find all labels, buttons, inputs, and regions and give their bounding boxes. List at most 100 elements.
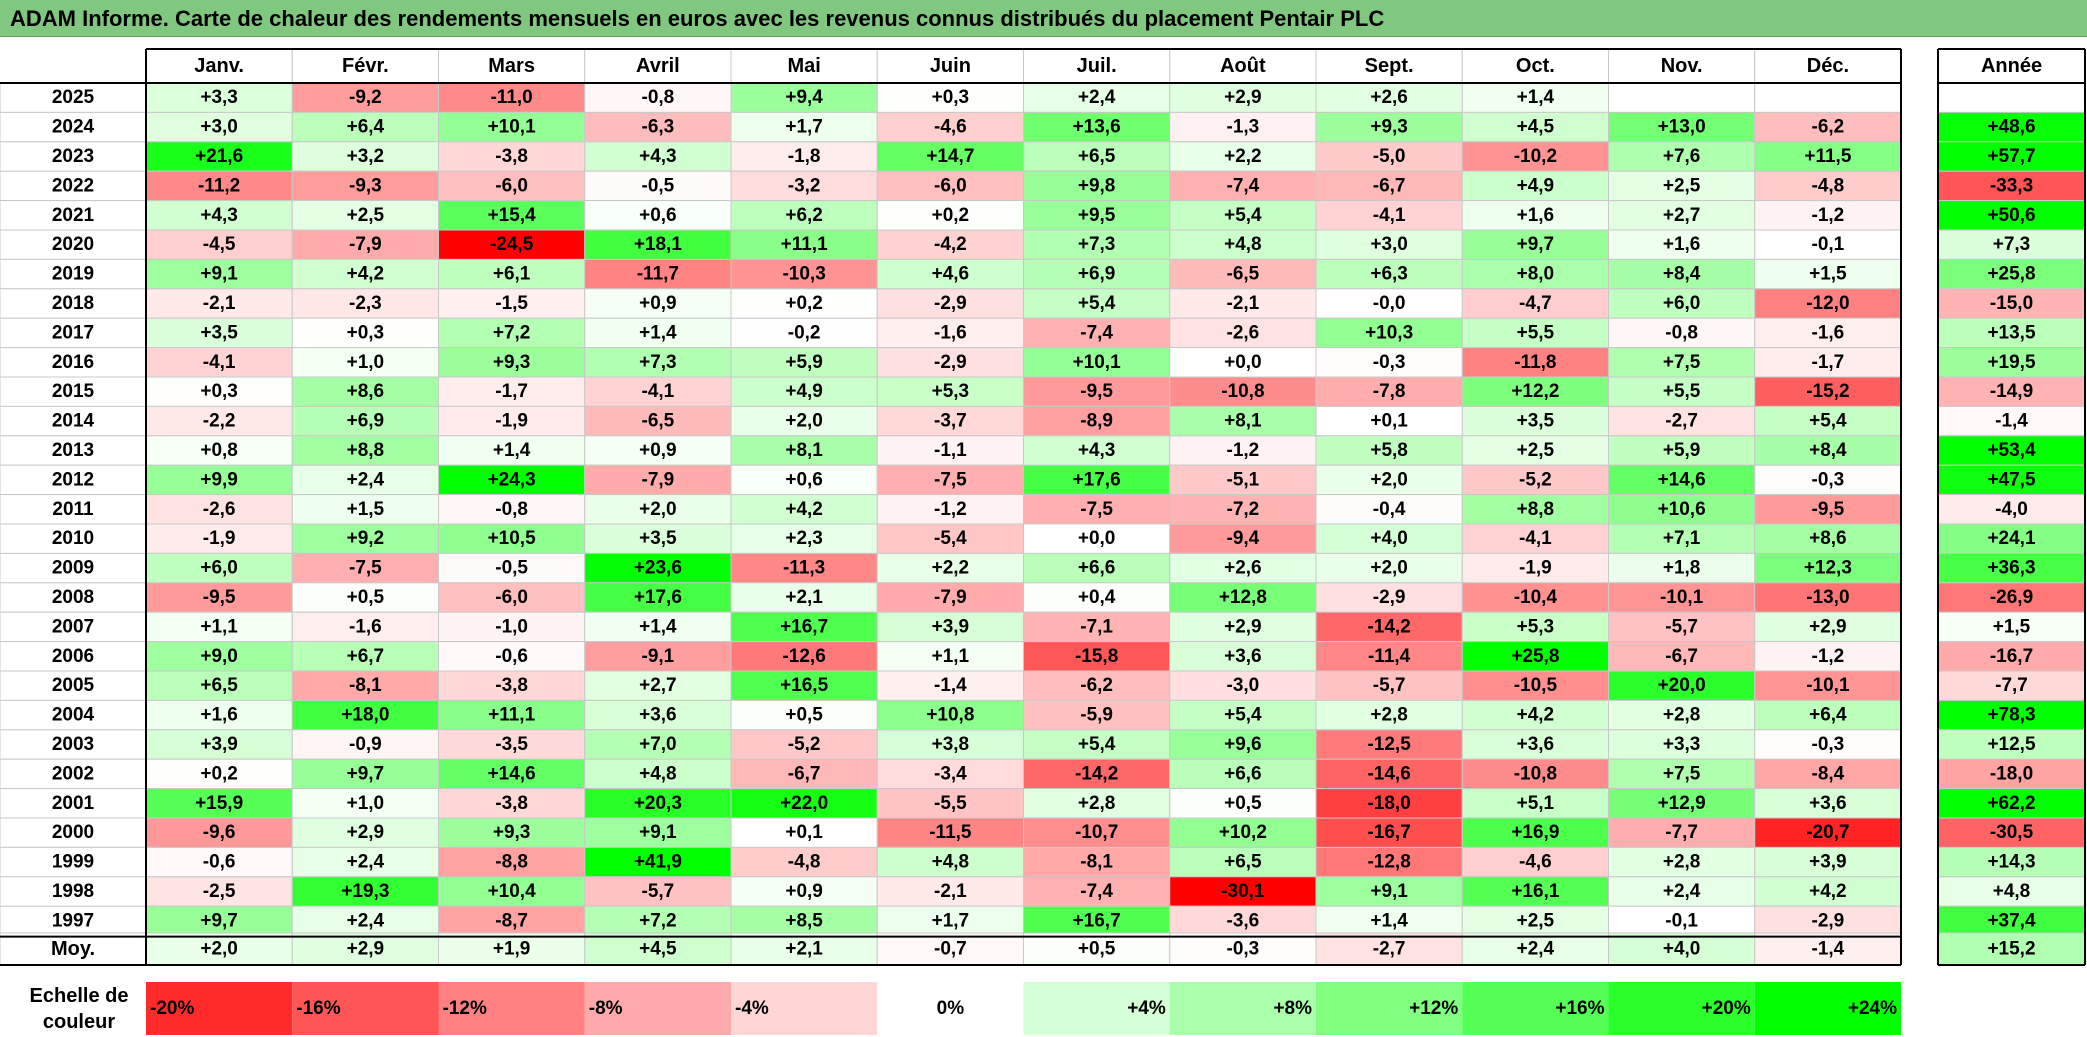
scale-swatch (1754, 982, 1901, 1035)
heatmap-cell (1754, 258, 1902, 290)
year-total-cell (1937, 523, 2086, 554)
heatmap-cell-value: +2,0 (785, 411, 823, 432)
heatmap-cell (1023, 670, 1171, 701)
heatmap-cell-value: +4,5 (1517, 117, 1555, 138)
row-label: 2007 (52, 616, 94, 637)
heatmap-cell-value: +19,3 (341, 881, 389, 902)
heatmap-cell (584, 258, 732, 290)
heatmap-cell-value: -15,8 (1075, 646, 1118, 667)
heatmap-cell-value: +3,6 (639, 705, 677, 726)
heatmap-cell-value: +7,2 (493, 322, 531, 343)
heatmap-cell (1461, 817, 1609, 848)
heatmap-cell-value: -2,9 (1812, 910, 1845, 931)
heatmap-cell-value: -0,3 (1373, 352, 1406, 373)
row-label-cell (0, 788, 147, 819)
heatmap-cell-value: +2,5 (1663, 175, 1701, 196)
heatmap-cell (1461, 464, 1609, 496)
heatmap-cell (438, 229, 586, 260)
heatmap-cell (730, 523, 878, 554)
year-total-cell (1937, 817, 2086, 848)
row-label-cell (0, 111, 147, 143)
heatmap-cell-value: +0,9 (785, 881, 823, 902)
heatmap-cell (1315, 876, 1463, 907)
heatmap-cell-value: +6,0 (200, 558, 238, 579)
scale-swatch (1316, 982, 1463, 1035)
heatmap-cell-value: +7,3 (1078, 234, 1116, 255)
heatmap-cell-value: +0,6 (785, 469, 823, 490)
heatmap-cell-value: +5,3 (932, 381, 970, 402)
heatmap-cell (1754, 758, 1902, 790)
heatmap-cell-value: +8,5 (785, 910, 823, 931)
heatmap-cell (291, 523, 439, 554)
heatmap-cell-value: +24,3 (488, 469, 536, 490)
heatmap-cell-value: -0,8 (1665, 322, 1698, 343)
average-cell (730, 932, 878, 966)
heatmap-cell (730, 347, 878, 378)
column-header-cell (730, 48, 878, 84)
heatmap-cell-value: -1,7 (1812, 352, 1845, 373)
heatmap-cell-value: -0,1 (1665, 910, 1698, 931)
heatmap-cell (1169, 758, 1317, 790)
heatmap-cell (291, 288, 439, 319)
row-label: 1998 (52, 881, 94, 902)
year-total-cell (1937, 82, 2086, 113)
heatmap-cell (1169, 582, 1317, 613)
heatmap-cell-value: -8,7 (495, 910, 528, 931)
heatmap-cell (145, 111, 293, 143)
heatmap-cell-value: +4,8 (932, 852, 970, 873)
heatmap-cell (876, 670, 1024, 701)
heatmap-cell-value: -9,5 (1080, 381, 1113, 402)
row-label-cell (0, 288, 147, 319)
heatmap-cell-value: +4,3 (639, 146, 677, 167)
heatmap-cell-value: +6,4 (347, 117, 385, 138)
heatmap-cell-value: -5,4 (934, 528, 967, 549)
heatmap-cell-value: +12,2 (1511, 381, 1559, 402)
year-total-value: -30,5 (1990, 822, 2034, 843)
average-value: +4,0 (1663, 939, 1701, 960)
column-header: Juil. (1077, 55, 1117, 77)
heatmap-cell (1023, 788, 1171, 819)
heatmap-cell-value: +2,2 (932, 558, 970, 579)
average-year-cell (1937, 932, 2086, 966)
heatmap-cell-value: -1,1 (934, 440, 967, 461)
heatmap-cell-value: +4,2 (347, 264, 385, 285)
year-total-value: +1,5 (1993, 616, 2031, 637)
heatmap-cell-value: +8,4 (1809, 440, 1847, 461)
heatmap-cell-value: +10,4 (488, 881, 537, 902)
heatmap-cell (1754, 435, 1902, 466)
heatmap-cell (730, 729, 878, 760)
heatmap-cell-value: +6,5 (200, 675, 238, 696)
year-total-cell (1937, 288, 2086, 319)
heatmap-cell-value: +3,6 (1224, 646, 1262, 667)
heatmap-cell-value: +2,8 (1078, 793, 1116, 814)
heatmap-cell-value: +9,7 (200, 910, 238, 931)
row-label: 2001 (52, 793, 95, 814)
heatmap-cell (1754, 317, 1902, 349)
heatmap-cell (876, 317, 1024, 349)
heatmap-cell-value: +14,6 (1658, 469, 1706, 490)
column-header: Oct. (1516, 55, 1555, 77)
heatmap-cell-value: -1,6 (934, 322, 967, 343)
heatmap-cell-value: +6,6 (1078, 558, 1116, 579)
heatmap-cell (438, 523, 586, 554)
heatmap-cell-value: -0,4 (1373, 499, 1406, 520)
column-header: Mars (488, 55, 535, 77)
year-total-value: +25,8 (1987, 264, 2035, 285)
heatmap-cell-value: -2,5 (203, 881, 236, 902)
heatmap-cell-value: +1,6 (1517, 205, 1555, 226)
heatmap-cell (1608, 670, 1756, 701)
heatmap-cell (145, 611, 293, 643)
heatmap-cell-value: -1,2 (1227, 440, 1260, 461)
column-header: Nov. (1661, 55, 1703, 77)
heatmap-cell-value: -6,5 (1227, 264, 1260, 285)
year-total-value: +78,3 (1987, 705, 2035, 726)
heatmap-cell-value: -11,3 (783, 558, 825, 579)
average-value: -2,7 (1373, 939, 1406, 960)
heatmap-cell-value: +4,2 (1517, 705, 1555, 726)
column-header: Mai (787, 55, 820, 77)
heatmap-cell-value: -6,7 (1373, 175, 1406, 196)
heatmap-cell-value: +9,2 (347, 528, 385, 549)
scale-swatch (1169, 982, 1316, 1035)
heatmap-cell (1608, 376, 1756, 407)
heatmap-cell-value: +2,4 (1663, 881, 1701, 902)
